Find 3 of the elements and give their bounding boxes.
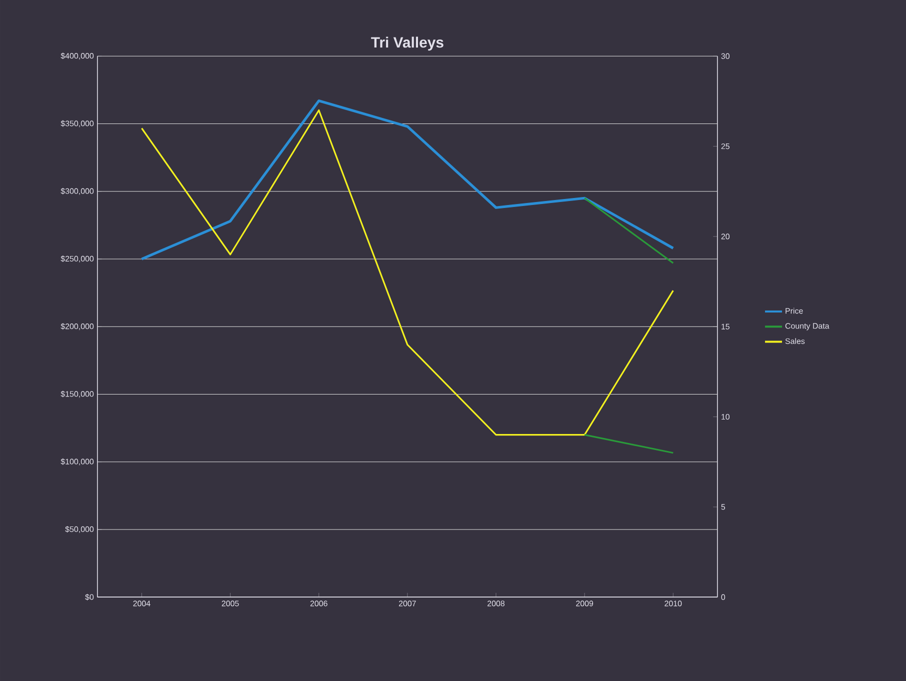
line-series <box>140 109 674 436</box>
line-series <box>140 99 674 260</box>
chart-title: Tri Valleys <box>371 36 444 51</box>
